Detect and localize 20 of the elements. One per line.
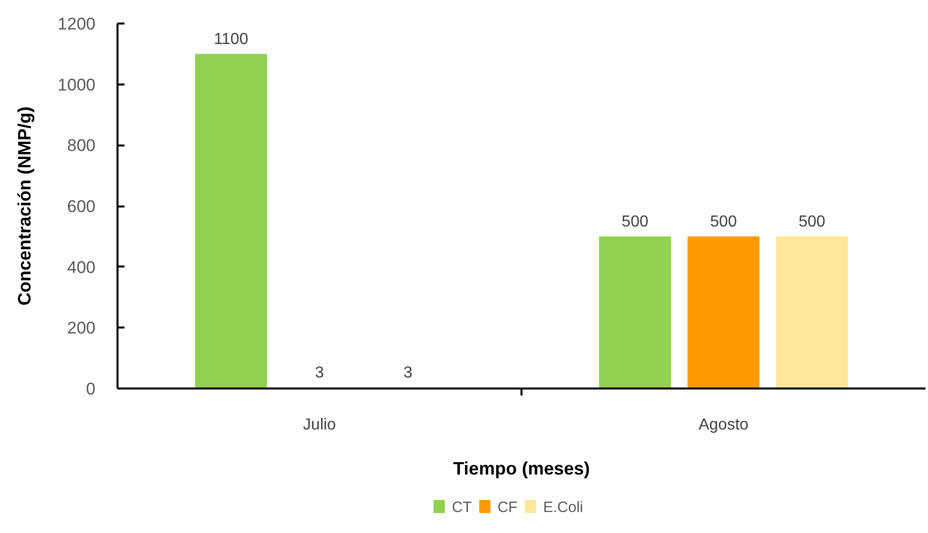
y-axis-title: Concentración (NMP/g) bbox=[14, 106, 35, 306]
data-label: 500 bbox=[798, 213, 826, 230]
y-tick-label: 200 bbox=[67, 318, 96, 338]
data-label: 3 bbox=[404, 364, 413, 382]
data-label: 3 bbox=[315, 364, 324, 382]
legend-label: CF bbox=[497, 499, 518, 516]
y-tick-label: 1000 bbox=[58, 75, 96, 94]
x-tick-label: Agosto bbox=[698, 416, 749, 434]
y-tick-label: 400 bbox=[67, 258, 96, 277]
x-tick-label: Julio bbox=[303, 416, 336, 434]
legend-label: E.Coli bbox=[543, 499, 584, 516]
y-tick-label: 1200 bbox=[58, 14, 96, 34]
data-label: 1100 bbox=[214, 30, 248, 48]
x-axis-title: Tiempo (meses) bbox=[453, 458, 590, 478]
y-tick-label: 600 bbox=[67, 197, 96, 216]
y-tick-label: 0 bbox=[86, 380, 96, 398]
y-tick-label: 800 bbox=[67, 136, 96, 156]
data-label: 500 bbox=[622, 213, 648, 230]
data-label: 500 bbox=[710, 213, 737, 230]
legend-label: CT bbox=[452, 499, 472, 516]
